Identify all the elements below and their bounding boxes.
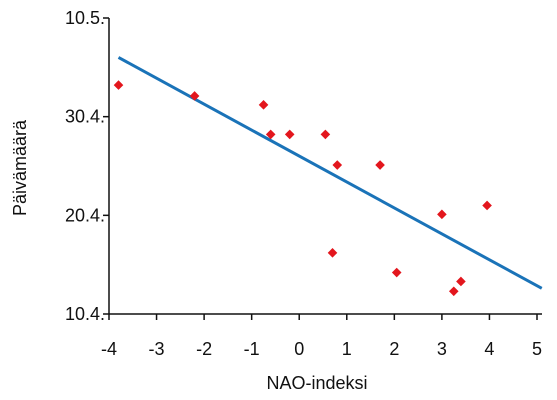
data-point <box>284 129 295 140</box>
data-point <box>437 209 447 220</box>
data-point <box>258 100 269 110</box>
axes <box>103 17 542 320</box>
x-tick-label: 0 <box>294 339 304 359</box>
x-tick-label: 3 <box>437 339 447 359</box>
trendline <box>117 56 543 290</box>
data-point <box>482 200 492 211</box>
data-point <box>113 80 124 90</box>
x-axis-title: NAO-indeksi <box>266 373 367 393</box>
data-point <box>448 286 459 297</box>
y-tick-label: 10.4. <box>65 304 105 324</box>
y-tick-label: 20.4. <box>65 205 105 225</box>
data-point <box>327 248 338 258</box>
data-point <box>391 267 402 278</box>
data-point <box>375 160 385 170</box>
data-point <box>265 129 276 140</box>
x-tick-label: 2 <box>389 339 399 359</box>
y-axis-title: Päivämäärä <box>10 119 30 216</box>
data-point <box>456 276 466 287</box>
tick-labels: -4 -3 -2 -1 0 1 2 3 4 5 10.4. 20.4. 30.4. 10.5. <box>65 8 542 359</box>
data-point <box>320 129 331 140</box>
data-point <box>189 91 200 101</box>
y-tick-label: 30.4. <box>65 107 105 127</box>
data-point <box>332 160 343 170</box>
trendline-layer <box>117 56 543 290</box>
x-tick-label: 4 <box>484 339 494 359</box>
x-tick-label: -4 <box>101 339 117 359</box>
x-tick-label: 1 <box>342 339 352 359</box>
x-tick-label: -1 <box>244 339 260 359</box>
x-tick-label: -3 <box>149 339 165 359</box>
x-tick-label: -2 <box>196 339 212 359</box>
x-tick-label: 5 <box>532 339 542 359</box>
y-tick-label: 10.5. <box>65 8 105 28</box>
points-layer <box>113 80 492 297</box>
